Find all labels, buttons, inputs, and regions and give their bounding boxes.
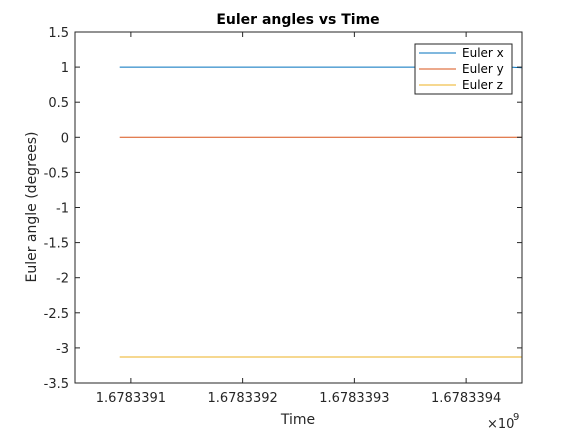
- x-exponent-label: ×10: [487, 417, 514, 432]
- x-tick-label: 1.6783393: [319, 391, 389, 406]
- y-tick-label: -2.5: [44, 307, 69, 322]
- x-tick-label: 1.6783392: [207, 391, 277, 406]
- y-tick-label: -0.5: [44, 166, 69, 181]
- legend-entries: Euler x Euler y Euler z: [419, 46, 504, 92]
- y-tick-label: -1.5: [44, 237, 69, 252]
- legend[interactable]: Euler x Euler y Euler z: [414, 43, 513, 95]
- y-tick-label: -3.5: [44, 377, 69, 392]
- x-axis-title: Time: [280, 412, 315, 428]
- y-tick-label: -3: [56, 342, 69, 357]
- y-tick-label: 1.5: [48, 26, 69, 41]
- x-tick-label: 1.6783394: [431, 391, 501, 406]
- y-tick-label: -2: [56, 272, 69, 287]
- y-tick-label: 0: [61, 131, 69, 146]
- x-exponent-power: 9: [513, 412, 519, 423]
- legend-label-3: Euler z: [462, 78, 503, 92]
- y-tick-label: 1: [61, 61, 69, 76]
- chart-title: Euler angles vs Time: [216, 12, 379, 28]
- y-tick-label: 0.5: [48, 96, 69, 111]
- legend-label-1: Euler x: [462, 46, 504, 60]
- ticks-layer: 1.6783391 1.6783392 1.6783393 1.6783394 1.5 1…: [44, 26, 522, 406]
- y-tick-label: -1: [56, 202, 69, 217]
- x-tick-label: 1.6783391: [96, 391, 166, 406]
- y-axis-title: Euler angle (degrees): [24, 132, 40, 283]
- legend-label-2: Euler y: [462, 62, 504, 76]
